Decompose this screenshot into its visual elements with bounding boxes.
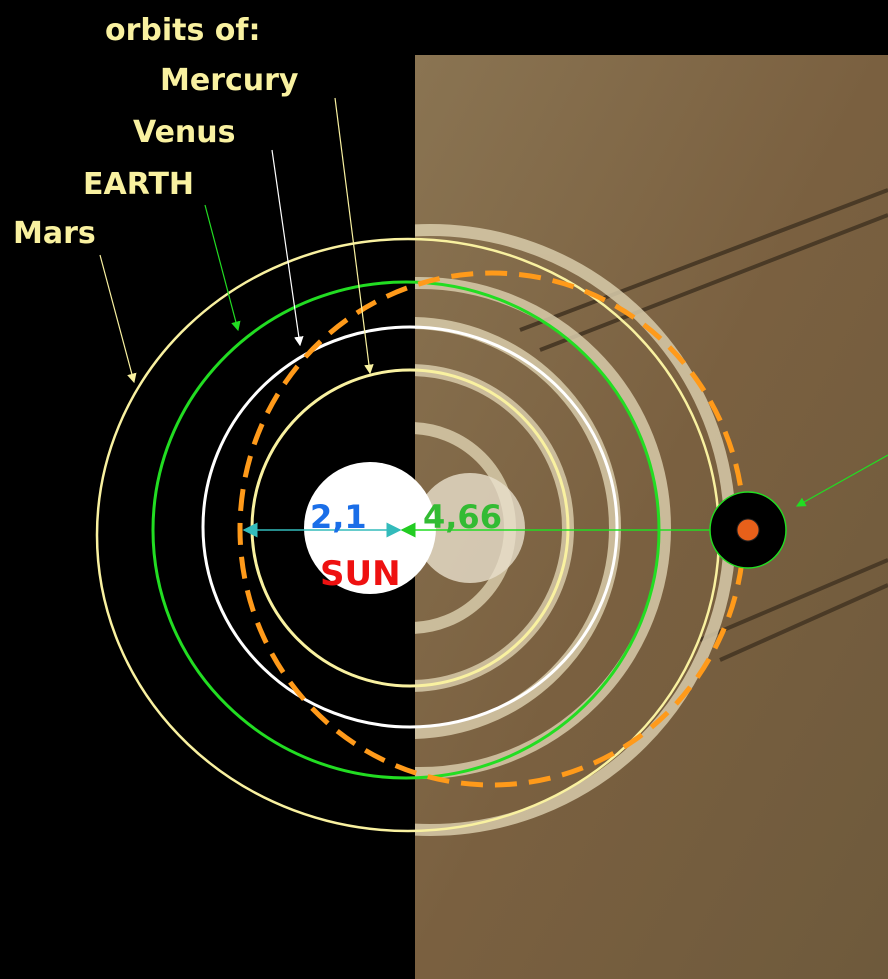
- distance-inner-label: 2,1: [310, 498, 367, 536]
- mercury-label: Mercury: [160, 63, 299, 98]
- sun-label: SUN: [320, 554, 401, 594]
- planet-core: [737, 519, 759, 541]
- heading: orbits of:: [105, 13, 260, 48]
- mars-label: Mars: [13, 216, 96, 251]
- diagram: orbits of: Mercury Venus EARTH Mars 2,1 …: [0, 0, 888, 979]
- page: orbits of: Mercury Venus EARTH Mars 2,1 …: [0, 0, 888, 979]
- earth-label: EARTH: [83, 167, 194, 202]
- venus-label: Venus: [133, 115, 236, 150]
- distance-outer-label: 4,66: [423, 498, 502, 536]
